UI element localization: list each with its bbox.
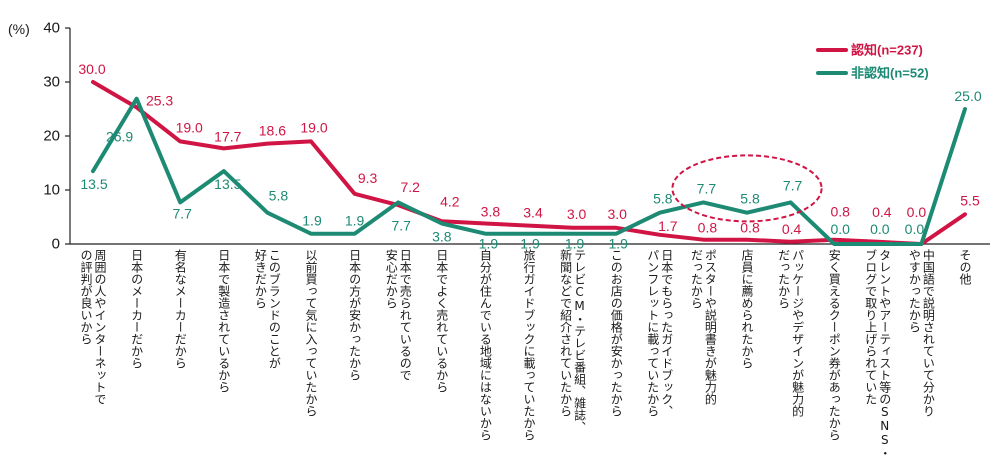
- category-label: 旅行ガイドブックに載っていたから: [522, 249, 536, 441]
- data-label-aware: 3.4: [523, 205, 543, 221]
- series-line-unaware: [91, 96, 967, 246]
- data-label-aware: 18.6: [259, 123, 286, 139]
- data-label-aware: 17.7: [214, 128, 241, 144]
- data-label-aware: 30.0: [78, 61, 105, 77]
- data-label-unaware: 0.0: [870, 221, 890, 237]
- data-label-unaware: 13.5: [80, 176, 107, 192]
- category-label: 以前買って気に入っていたから: [304, 249, 318, 417]
- data-label-unaware: 0.0: [830, 221, 850, 237]
- data-label-aware: 7.2: [400, 179, 420, 195]
- category-label: その他: [958, 249, 972, 285]
- category-label: パッケージやデザインが魅力的 だったから: [776, 249, 805, 417]
- category-label: 日本でもらったガイドブック、 パンフレットに載っていたから: [645, 249, 674, 417]
- data-label-unaware: 7.7: [783, 177, 803, 193]
- data-label-unaware: 1.9: [608, 236, 628, 252]
- data-label-unaware: 5.8: [269, 188, 289, 204]
- data-label-aware: 0.4: [782, 221, 802, 237]
- category-label: 店員に薦められたから: [740, 249, 754, 369]
- data-label-unaware: 1.9: [479, 236, 499, 252]
- category-label: このお店の価格が安かったから: [609, 249, 624, 417]
- data-label-aware: 19.0: [176, 119, 203, 135]
- data-label-unaware: 13.5: [214, 176, 241, 192]
- category-label: 日本の方が安かったから: [347, 249, 362, 381]
- series-line-aware: [91, 80, 967, 246]
- data-label-aware: 3.8: [481, 204, 501, 220]
- category-label: このブランドのことが 好きだから: [253, 249, 282, 369]
- highlight-ellipse: [671, 154, 823, 223]
- y-tick-label: 10: [43, 182, 60, 199]
- category-label: 日本で売られているので 安心だから: [384, 249, 413, 381]
- data-label-aware: 0.8: [740, 220, 760, 236]
- data-label-unaware: 7.7: [391, 217, 411, 233]
- data-label-aware: 0.4: [872, 204, 892, 220]
- data-label-unaware: 1.9: [565, 236, 585, 252]
- data-label-unaware: 5.8: [653, 191, 673, 207]
- data-label-unaware: 3.8: [432, 229, 452, 245]
- data-label-aware: 3.0: [607, 206, 627, 222]
- category-label: タレントやアーティスト等のSNS・ ブログで取り上げられていた: [863, 249, 892, 459]
- category-label: 安く買えるクーポン券があったから: [827, 249, 842, 441]
- data-label-aware: 0.0: [907, 204, 927, 220]
- category-label: 日本で製造されているから: [216, 249, 231, 393]
- data-label-unaware: 25.0: [954, 88, 981, 104]
- category-label: 中国語で説明されていて分かり やすかったから: [907, 249, 936, 417]
- data-label-unaware: 1.9: [345, 213, 365, 229]
- y-tick-label: 30: [43, 74, 60, 91]
- legend-label-aware: 認知(n=237): [851, 43, 923, 58]
- data-label-unaware: 7.7: [697, 180, 717, 196]
- category-label: 自分が住んでいる地域にはないから: [478, 249, 493, 441]
- data-label-aware: 0.8: [698, 220, 718, 236]
- data-label-aware: 25.3: [146, 92, 173, 108]
- data-label-unaware: 1.9: [520, 236, 540, 252]
- data-label-aware: 1.7: [658, 218, 678, 234]
- data-label-aware: 19.0: [300, 119, 327, 135]
- data-label-unaware: 1.9: [302, 213, 322, 229]
- y-tick-label: 40: [43, 20, 60, 37]
- data-label-unaware: 5.8: [740, 191, 760, 207]
- category-label: 有名なメーカーだから: [173, 249, 188, 369]
- data-label-unaware: 26.9: [106, 129, 133, 145]
- data-label-unaware: 0.0: [905, 221, 925, 237]
- data-label-aware: 9.3: [358, 170, 378, 186]
- category-label: テレビCM・テレビ番組、雑誌、 新聞などで紹介されていたから: [558, 249, 587, 433]
- category-label: 日本のメーカーだから: [129, 249, 144, 369]
- y-tick-label: 0: [52, 236, 60, 253]
- data-label-aware: 0.8: [830, 204, 850, 220]
- data-label-unaware: 7.7: [172, 205, 192, 221]
- category-label: 周囲の人やインターネットで の評判が良いから: [79, 249, 107, 405]
- legend-label-unaware: 非認知(n=52): [851, 66, 929, 81]
- data-label-aware: 3.0: [567, 206, 587, 222]
- y-tick-label: 20: [43, 128, 60, 145]
- y-axis-unit: (%): [8, 21, 30, 37]
- data-label-aware: 4.2: [440, 193, 460, 209]
- category-label: ポスターや説明書きが魅力的 だったから: [689, 249, 718, 405]
- category-label: 日本でよく売れているから: [434, 249, 449, 393]
- data-label-aware: 5.5: [960, 192, 980, 208]
